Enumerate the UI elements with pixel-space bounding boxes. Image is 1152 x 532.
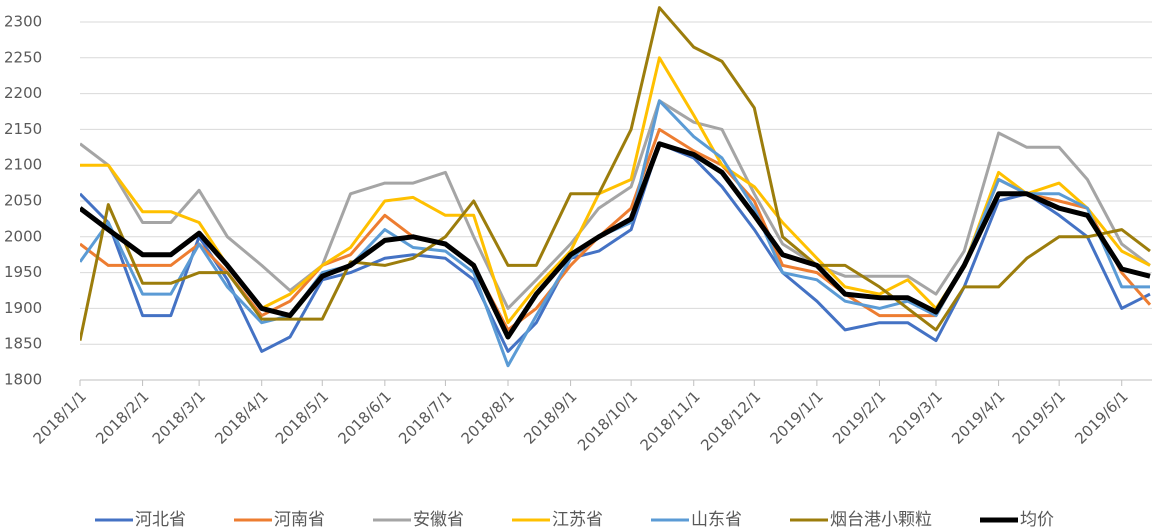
- x-tick-label: 2019/1/1: [767, 387, 827, 447]
- x-tick-label: 2018/11/1: [637, 387, 704, 454]
- x-tick-label: 2018/9/1: [520, 387, 580, 447]
- legend-label: 山东省: [691, 510, 742, 530]
- x-tick-label: 2018/7/1: [395, 387, 455, 447]
- y-tick-label: 1900: [4, 299, 42, 317]
- x-tick-label: 2018/4/1: [211, 387, 271, 447]
- y-tick-label: 2000: [4, 227, 42, 245]
- y-tick-label: 1850: [4, 335, 42, 353]
- x-tick-label: 2018/6/1: [334, 387, 394, 447]
- series-line: [80, 6, 1151, 341]
- legend-label: 安徽省: [413, 510, 464, 530]
- x-tick-label: 2018/12/1: [697, 387, 764, 454]
- y-tick-label: 2100: [4, 156, 42, 174]
- series-line: [80, 99, 1150, 368]
- legend-label: 烟台港小颗粒: [830, 510, 932, 530]
- y-tick-label: 2300: [4, 13, 42, 31]
- legend-label: 河南省: [274, 510, 325, 530]
- x-tick-label: 2018/2/1: [92, 387, 152, 447]
- y-tick-label: 2150: [4, 120, 42, 138]
- series-line: [80, 141, 1151, 340]
- legend-label: 河北省: [135, 510, 186, 530]
- x-tick-label: 2018/10/1: [574, 387, 641, 454]
- x-tick-label: 2019/2/1: [829, 387, 889, 447]
- y-tick-label: 1950: [4, 263, 42, 281]
- x-tick-label: 2019/6/1: [1071, 387, 1131, 447]
- legend-label: 江苏省: [552, 510, 603, 530]
- plot-lines: [80, 6, 1152, 368]
- x-tick-label: 2019/4/1: [948, 387, 1008, 447]
- series-line: [80, 99, 1151, 310]
- x-tick-label: 2018/8/1: [458, 387, 518, 447]
- legend: 河北省 河南省 安徽省 江苏省 山东省 烟台港小颗粒 均价: [95, 510, 1054, 530]
- x-tick-label: 2018/5/1: [272, 387, 332, 447]
- series-line: [80, 142, 1151, 353]
- y-tick-label: 1800: [4, 371, 42, 389]
- x-tick-label: 2018/3/1: [149, 387, 209, 447]
- y-tick-label: 2050: [4, 192, 42, 210]
- x-tick-label: 2018/1/1: [30, 387, 90, 447]
- x-tick-label: 2019/3/1: [886, 387, 946, 447]
- y-tick-label: 2250: [4, 48, 42, 66]
- y-tick-label: 2200: [4, 84, 42, 102]
- x-tick-label: 2019/5/1: [1009, 387, 1069, 447]
- legend-label: 均价: [1020, 510, 1054, 530]
